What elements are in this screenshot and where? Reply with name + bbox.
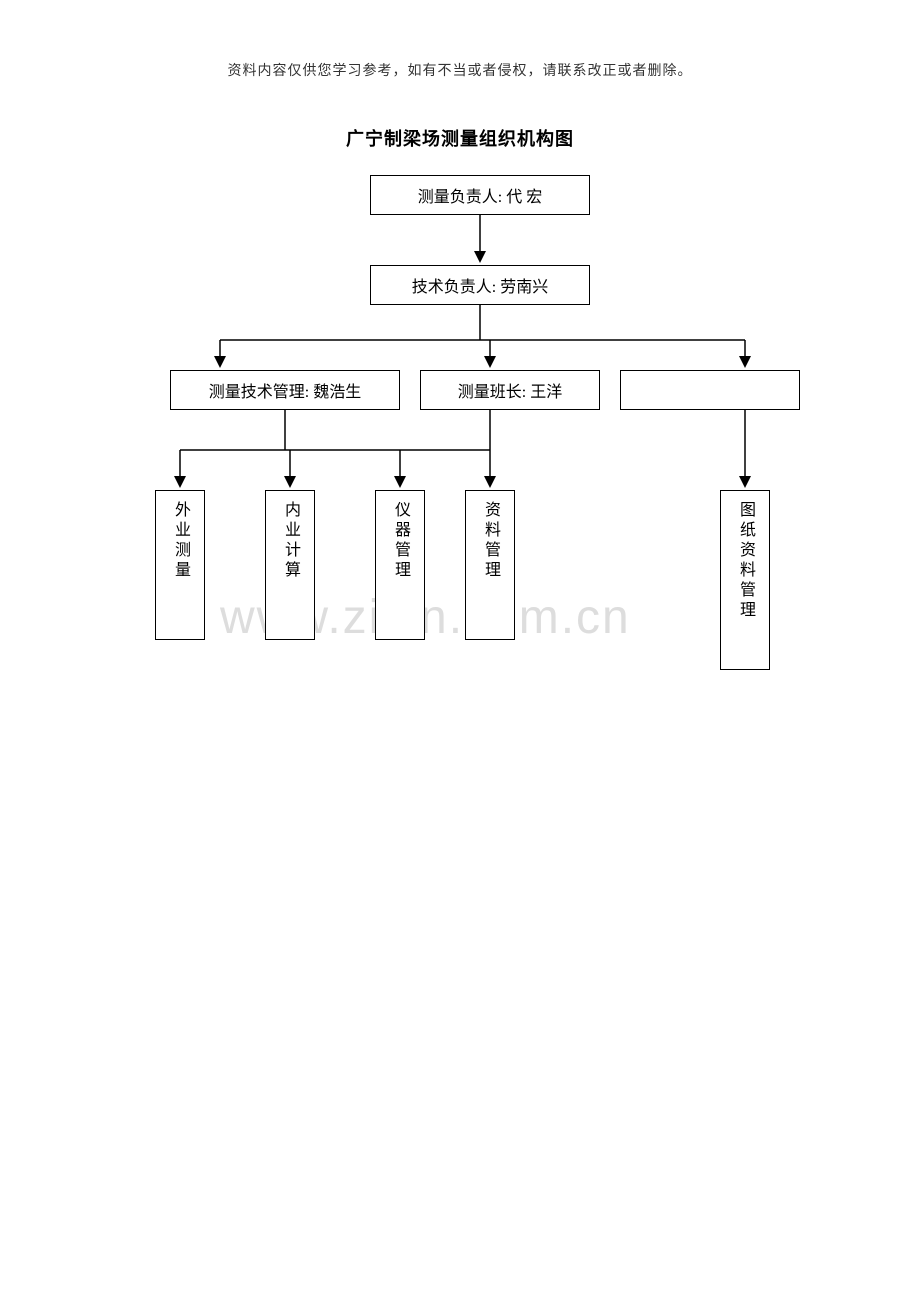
chart-title: 广宁制梁场测量组织机构图: [0, 125, 920, 151]
node-label: 测量班长: 王洋: [458, 378, 562, 402]
node-data-mgmt: 资料管理: [465, 490, 515, 640]
node-instrument-mgmt: 仪器管理: [375, 490, 425, 640]
node-empty: [620, 370, 800, 410]
node-label: 资料管理: [478, 501, 502, 581]
node-label: 内业计算: [278, 501, 302, 581]
node-tech-management: 测量技术管理: 魏浩生: [170, 370, 400, 410]
node-label: 仪器管理: [388, 501, 412, 581]
node-label: 图纸资料管理: [733, 501, 757, 621]
node-measurement-leader: 测量负责人: 代 宏: [370, 175, 590, 215]
node-drawing-mgmt: 图纸资料管理: [720, 490, 770, 670]
node-label: 外业测量: [168, 501, 192, 581]
disclaimer-text: 资料内容仅供您学习参考，如有不当或者侵权，请联系改正或者删除。: [0, 60, 920, 80]
node-label: 测量技术管理: 魏浩生: [209, 378, 361, 402]
node-office-calc: 内业计算: [265, 490, 315, 640]
node-field-survey: 外业测量: [155, 490, 205, 640]
node-technical-leader: 技术负责人: 劳南兴: [370, 265, 590, 305]
node-team-leader: 测量班长: 王洋: [420, 370, 600, 410]
node-label: 技术负责人: 劳南兴: [412, 273, 548, 297]
node-label: 测量负责人: 代 宏: [418, 183, 542, 207]
